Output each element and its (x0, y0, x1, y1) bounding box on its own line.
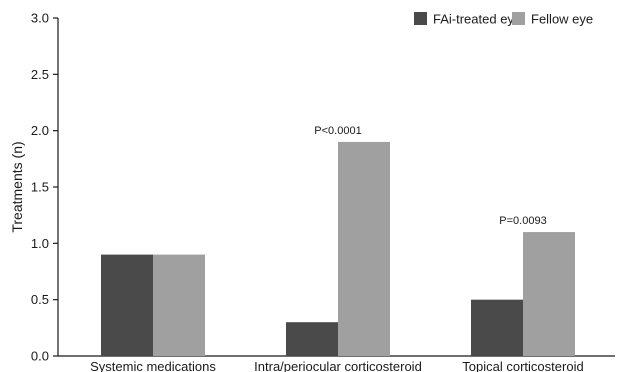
bar-fai-treated-0 (101, 254, 153, 356)
y-tick-label: 1.0 (31, 236, 49, 251)
x-category-label: Topical corticosteroid (462, 359, 583, 372)
legend-swatch-0 (414, 12, 427, 25)
x-category-label: Systemic medications (90, 359, 216, 372)
y-tick-label: 3.0 (31, 11, 49, 26)
legend-label-0: FAi-treated eye (433, 12, 521, 27)
bar-fai-treated-1 (286, 322, 338, 356)
x-category-label: Intra/periocular corticosteroid (254, 359, 422, 372)
y-tick-label: 2.0 (31, 123, 49, 138)
annotations: P<0.0001 P=0.0093 (314, 125, 546, 227)
bar-fellow-0 (153, 254, 205, 356)
y-tick-label: 0.0 (31, 349, 49, 364)
bar-fellow-2 (523, 232, 575, 356)
p-value-annotation: P<0.0001 (314, 125, 361, 137)
category-labels: Systemic medications Intra/periocular cor… (90, 359, 584, 372)
y-axis-title: Treatments (n) (9, 141, 25, 232)
bar-fellow-1 (338, 141, 390, 356)
y-tick-label: 2.5 (31, 67, 49, 82)
legend-label-1: Fellow eye (531, 12, 593, 27)
p-value-annotation: P=0.0093 (499, 215, 546, 227)
bars (101, 141, 575, 356)
y-tick-label: 1.5 (31, 180, 49, 195)
legend-swatch-1 (512, 12, 525, 25)
legend: FAi-treated eye Fellow eye (414, 12, 593, 27)
bar-fai-treated-2 (471, 299, 523, 356)
y-tick-label: 0.5 (31, 292, 49, 307)
